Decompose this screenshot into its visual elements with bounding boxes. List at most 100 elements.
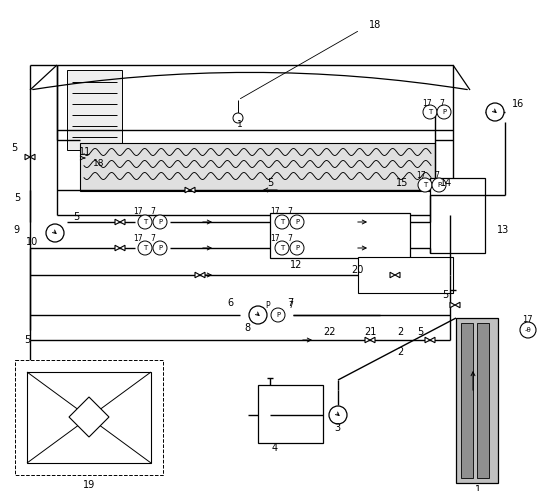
Text: 17: 17 xyxy=(133,234,143,243)
Text: 7: 7 xyxy=(287,234,292,243)
Text: 22: 22 xyxy=(324,327,336,337)
Circle shape xyxy=(271,308,285,322)
Text: 7: 7 xyxy=(287,298,293,308)
Circle shape xyxy=(138,241,152,255)
Polygon shape xyxy=(120,245,125,251)
Polygon shape xyxy=(195,272,200,278)
Text: 17: 17 xyxy=(422,99,432,108)
Text: 1: 1 xyxy=(237,119,243,129)
Text: 7: 7 xyxy=(440,99,445,108)
Polygon shape xyxy=(120,219,125,225)
Bar xyxy=(456,318,498,483)
Polygon shape xyxy=(430,337,435,343)
Text: 7: 7 xyxy=(289,300,294,309)
Text: 5: 5 xyxy=(24,335,30,345)
Bar xyxy=(461,323,473,478)
Polygon shape xyxy=(425,337,430,343)
Polygon shape xyxy=(390,272,395,278)
Text: 14: 14 xyxy=(440,178,452,188)
Circle shape xyxy=(423,105,437,119)
Text: 5: 5 xyxy=(442,290,448,300)
Text: 16: 16 xyxy=(512,99,524,109)
Text: 17: 17 xyxy=(416,170,426,180)
Polygon shape xyxy=(25,154,30,160)
Text: 5: 5 xyxy=(267,178,273,188)
Text: 6: 6 xyxy=(227,298,233,308)
Text: 17: 17 xyxy=(133,208,143,217)
Text: P: P xyxy=(158,219,162,225)
Circle shape xyxy=(138,215,152,229)
Text: 18: 18 xyxy=(93,159,104,167)
Polygon shape xyxy=(115,245,120,251)
Text: 5: 5 xyxy=(14,193,20,203)
Polygon shape xyxy=(190,187,195,193)
Text: 17: 17 xyxy=(270,208,280,217)
Text: 18: 18 xyxy=(369,20,381,30)
Text: P: P xyxy=(295,245,299,251)
Text: 13: 13 xyxy=(497,225,509,235)
Text: P: P xyxy=(442,109,446,115)
Circle shape xyxy=(437,105,451,119)
Text: 10: 10 xyxy=(26,237,38,247)
Circle shape xyxy=(275,241,289,255)
Circle shape xyxy=(153,215,167,229)
Text: 9: 9 xyxy=(14,225,20,235)
Text: 5: 5 xyxy=(417,327,423,337)
Circle shape xyxy=(520,322,536,338)
Text: 15: 15 xyxy=(396,178,408,188)
Text: 1: 1 xyxy=(475,485,481,491)
Text: 20: 20 xyxy=(351,265,363,275)
Text: T: T xyxy=(428,109,432,115)
Polygon shape xyxy=(200,272,205,278)
Text: 3: 3 xyxy=(334,423,340,433)
Text: 17: 17 xyxy=(522,316,532,325)
Polygon shape xyxy=(395,272,400,278)
Text: P: P xyxy=(276,312,280,318)
Text: T: T xyxy=(423,182,427,188)
Polygon shape xyxy=(365,337,370,343)
Text: 17: 17 xyxy=(270,234,280,243)
Text: T: T xyxy=(143,219,147,225)
Circle shape xyxy=(432,178,446,192)
Circle shape xyxy=(233,113,243,123)
Text: 7: 7 xyxy=(287,208,292,217)
Text: T: T xyxy=(280,245,284,251)
Bar xyxy=(258,385,323,443)
Bar xyxy=(15,360,163,475)
Circle shape xyxy=(153,241,167,255)
Text: T: T xyxy=(143,245,147,251)
Text: 4: 4 xyxy=(272,443,278,453)
Text: 12: 12 xyxy=(290,260,302,270)
Bar xyxy=(477,323,489,478)
Text: 7: 7 xyxy=(150,234,155,243)
Polygon shape xyxy=(450,302,455,308)
Bar xyxy=(270,213,410,258)
Text: 19: 19 xyxy=(83,480,95,490)
Circle shape xyxy=(249,306,267,324)
Polygon shape xyxy=(30,154,35,160)
Text: P: P xyxy=(158,245,162,251)
Text: T: T xyxy=(280,219,284,225)
Circle shape xyxy=(290,241,304,255)
Text: P: P xyxy=(295,219,299,225)
Polygon shape xyxy=(185,187,190,193)
Text: 5: 5 xyxy=(73,212,79,222)
Circle shape xyxy=(329,406,347,424)
Bar xyxy=(27,372,151,463)
Bar xyxy=(80,143,435,191)
Text: 2: 2 xyxy=(397,327,403,337)
Polygon shape xyxy=(69,397,109,437)
Bar xyxy=(430,178,485,253)
Text: 7: 7 xyxy=(150,208,155,217)
Circle shape xyxy=(275,215,289,229)
Bar xyxy=(67,70,122,150)
Polygon shape xyxy=(115,219,120,225)
Text: 7: 7 xyxy=(435,170,440,180)
Circle shape xyxy=(486,103,504,121)
Text: -θ: -θ xyxy=(524,327,531,333)
Circle shape xyxy=(290,215,304,229)
Circle shape xyxy=(46,224,64,242)
Bar xyxy=(358,257,453,293)
Text: P: P xyxy=(266,300,270,309)
Text: 11: 11 xyxy=(79,147,91,157)
